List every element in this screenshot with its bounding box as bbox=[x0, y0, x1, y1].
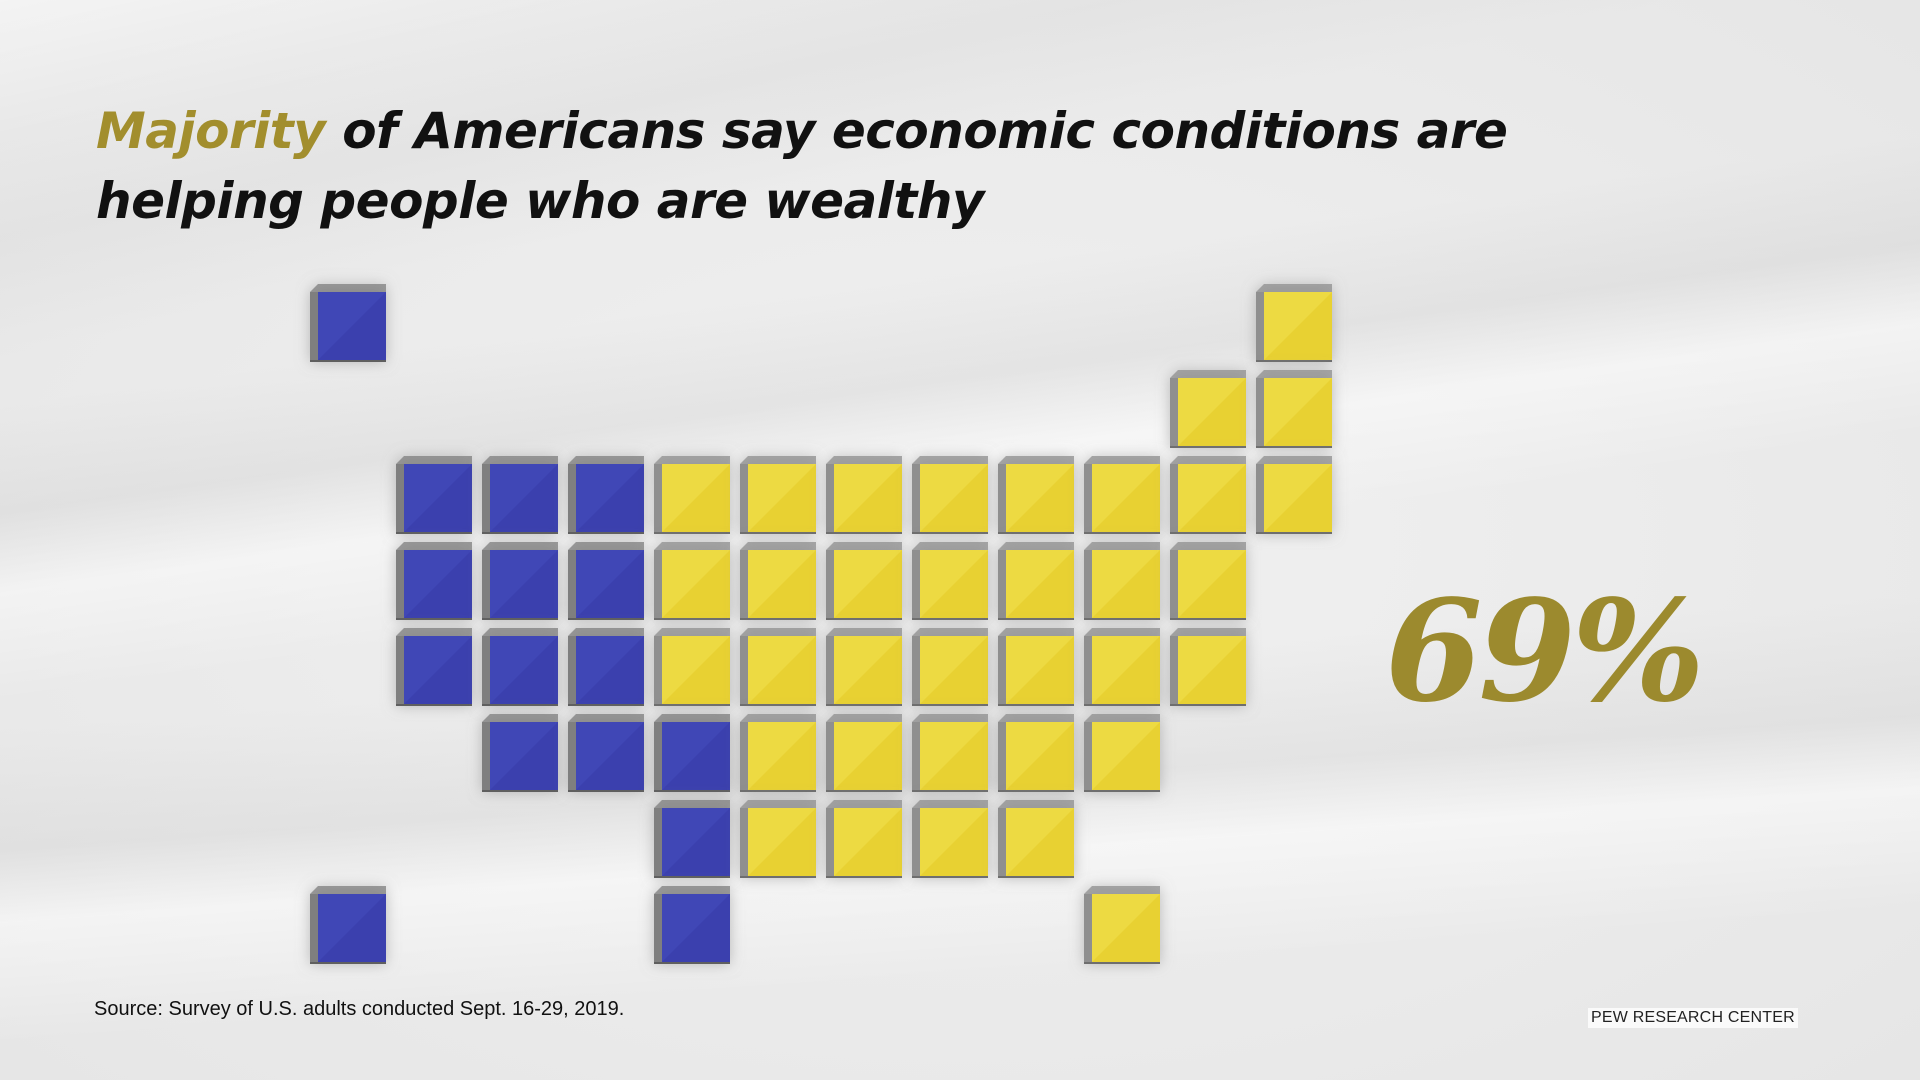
tile-no bbox=[568, 628, 644, 706]
tile-yes bbox=[912, 542, 988, 620]
tile-yes bbox=[912, 714, 988, 792]
tiles-group bbox=[310, 284, 1332, 964]
tile-no bbox=[396, 456, 472, 534]
tile-yes bbox=[1256, 456, 1332, 534]
tile-yes bbox=[826, 542, 902, 620]
brand-logo: PEW RESEARCH CENTER bbox=[1588, 1008, 1798, 1028]
tile-no bbox=[568, 542, 644, 620]
tile-yes bbox=[740, 714, 816, 792]
tile-yes bbox=[1170, 542, 1246, 620]
tile-no bbox=[654, 800, 730, 878]
tile-yes bbox=[1084, 886, 1160, 964]
tile-yes bbox=[998, 542, 1074, 620]
tile-yes bbox=[1170, 628, 1246, 706]
tile-yes bbox=[826, 714, 902, 792]
tile-yes bbox=[1170, 456, 1246, 534]
tile-yes bbox=[654, 456, 730, 534]
title-rest: of Americans say economic conditions are… bbox=[96, 102, 1508, 230]
tile-no bbox=[654, 714, 730, 792]
tile-yes bbox=[826, 800, 902, 878]
tile-no bbox=[310, 284, 386, 362]
tile-yes bbox=[740, 800, 816, 878]
percentage-label: 69% bbox=[1385, 570, 1705, 734]
tile-no bbox=[482, 456, 558, 534]
tile-yes bbox=[998, 714, 1074, 792]
tile-yes bbox=[998, 456, 1074, 534]
tile-no bbox=[482, 714, 558, 792]
tile-no bbox=[568, 456, 644, 534]
tile-yes bbox=[998, 800, 1074, 878]
title-highlight: Majority bbox=[96, 102, 326, 160]
tile-no bbox=[568, 714, 644, 792]
source-note: Source: Survey of U.S. adults conducted … bbox=[94, 998, 625, 1020]
tile-yes bbox=[912, 456, 988, 534]
chart-title: Majority of Americans say economic condi… bbox=[96, 96, 1656, 236]
tile-yes bbox=[654, 542, 730, 620]
tile-no bbox=[310, 886, 386, 964]
tile-yes bbox=[1084, 456, 1160, 534]
tile-yes bbox=[912, 800, 988, 878]
tile-no bbox=[654, 886, 730, 964]
tile-yes bbox=[740, 628, 816, 706]
tile-yes bbox=[1256, 370, 1332, 448]
tile-yes bbox=[998, 628, 1074, 706]
tile-yes bbox=[654, 628, 730, 706]
tile-yes bbox=[740, 456, 816, 534]
tile-yes bbox=[826, 628, 902, 706]
tile-yes bbox=[1256, 284, 1332, 362]
tile-no bbox=[482, 628, 558, 706]
tile-yes bbox=[826, 456, 902, 534]
tile-no bbox=[396, 542, 472, 620]
tile-yes bbox=[1084, 542, 1160, 620]
tile-no bbox=[482, 542, 558, 620]
tile-yes bbox=[1084, 714, 1160, 792]
tile-yes bbox=[740, 542, 816, 620]
tile-yes bbox=[912, 628, 988, 706]
tile-yes bbox=[1084, 628, 1160, 706]
tile-yes bbox=[1170, 370, 1246, 448]
tile-no bbox=[396, 628, 472, 706]
